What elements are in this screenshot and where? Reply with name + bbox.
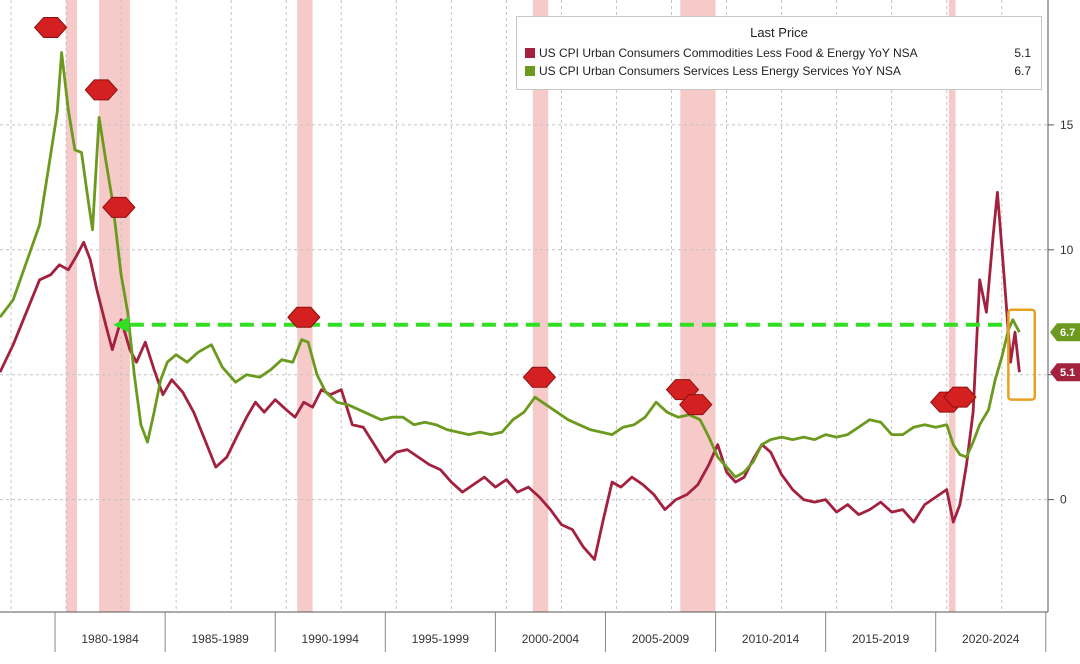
peak-marker <box>943 386 977 408</box>
legend-item-services: US CPI Urban Consumers Services Less Ene… <box>525 63 1031 79</box>
peak-marker <box>33 16 68 38</box>
recession-band <box>680 0 716 612</box>
legend: Last Price US CPI Urban Consumers Commod… <box>516 16 1042 90</box>
peak-marker <box>84 79 118 101</box>
recession-band <box>948 0 956 612</box>
x-tick-label: 1990-1994 <box>302 632 360 646</box>
legend-item-commodities: US CPI Urban Consumers Commodities Less … <box>525 45 1031 61</box>
x-tick-label: 2010-2014 <box>742 632 800 646</box>
grid <box>0 0 1048 612</box>
x-tick-label: 2015-2019 <box>852 632 910 646</box>
last-value-badge <box>1050 323 1080 342</box>
last-value-badge <box>1050 363 1080 382</box>
last-value-badge-label: 6.7 <box>1060 327 1075 339</box>
peak-marker <box>102 196 136 218</box>
recession-band <box>66 0 78 612</box>
series-lines <box>0 51 1021 561</box>
highlight-box <box>1007 308 1037 401</box>
legend-title: Last Price <box>750 25 808 40</box>
recession-band <box>532 0 549 612</box>
x-tick-label: 2020-2024 <box>962 632 1020 646</box>
last-value-badge-label: 5.1 <box>1060 367 1075 379</box>
recession-bands <box>66 0 956 612</box>
peak-marker <box>287 306 321 328</box>
legend-label-commodities: US CPI Urban Consumers Commodities Less … <box>539 46 918 60</box>
recession-band <box>99 0 130 612</box>
legend-swatch-commodities <box>525 48 535 58</box>
annotations <box>33 16 1037 416</box>
legend-swatch-services <box>525 66 535 76</box>
legend-value-services: 6.7 <box>1014 64 1031 78</box>
y-tick-label: 0 <box>1060 493 1067 507</box>
series-line-commodities <box>0 190 1021 561</box>
x-tick-label: 1980-1984 <box>81 632 139 646</box>
y-tick-label: 15 <box>1060 118 1074 132</box>
legend-value-commodities: 5.1 <box>1014 46 1031 60</box>
peak-marker <box>679 394 713 416</box>
legend-label-services: US CPI Urban Consumers Services Less Ene… <box>539 64 901 78</box>
x-tick-label: 2000-2004 <box>522 632 580 646</box>
y-tick-label: 10 <box>1060 243 1074 257</box>
reference-arrow-head <box>113 316 130 333</box>
x-tick-label: 1985-1989 <box>191 632 249 646</box>
x-tick-label: 2005-2009 <box>632 632 690 646</box>
series-line-services <box>0 51 1021 479</box>
peak-marker <box>522 366 557 388</box>
recession-band <box>297 0 313 612</box>
x-tick-label: 1995-1999 <box>412 632 470 646</box>
